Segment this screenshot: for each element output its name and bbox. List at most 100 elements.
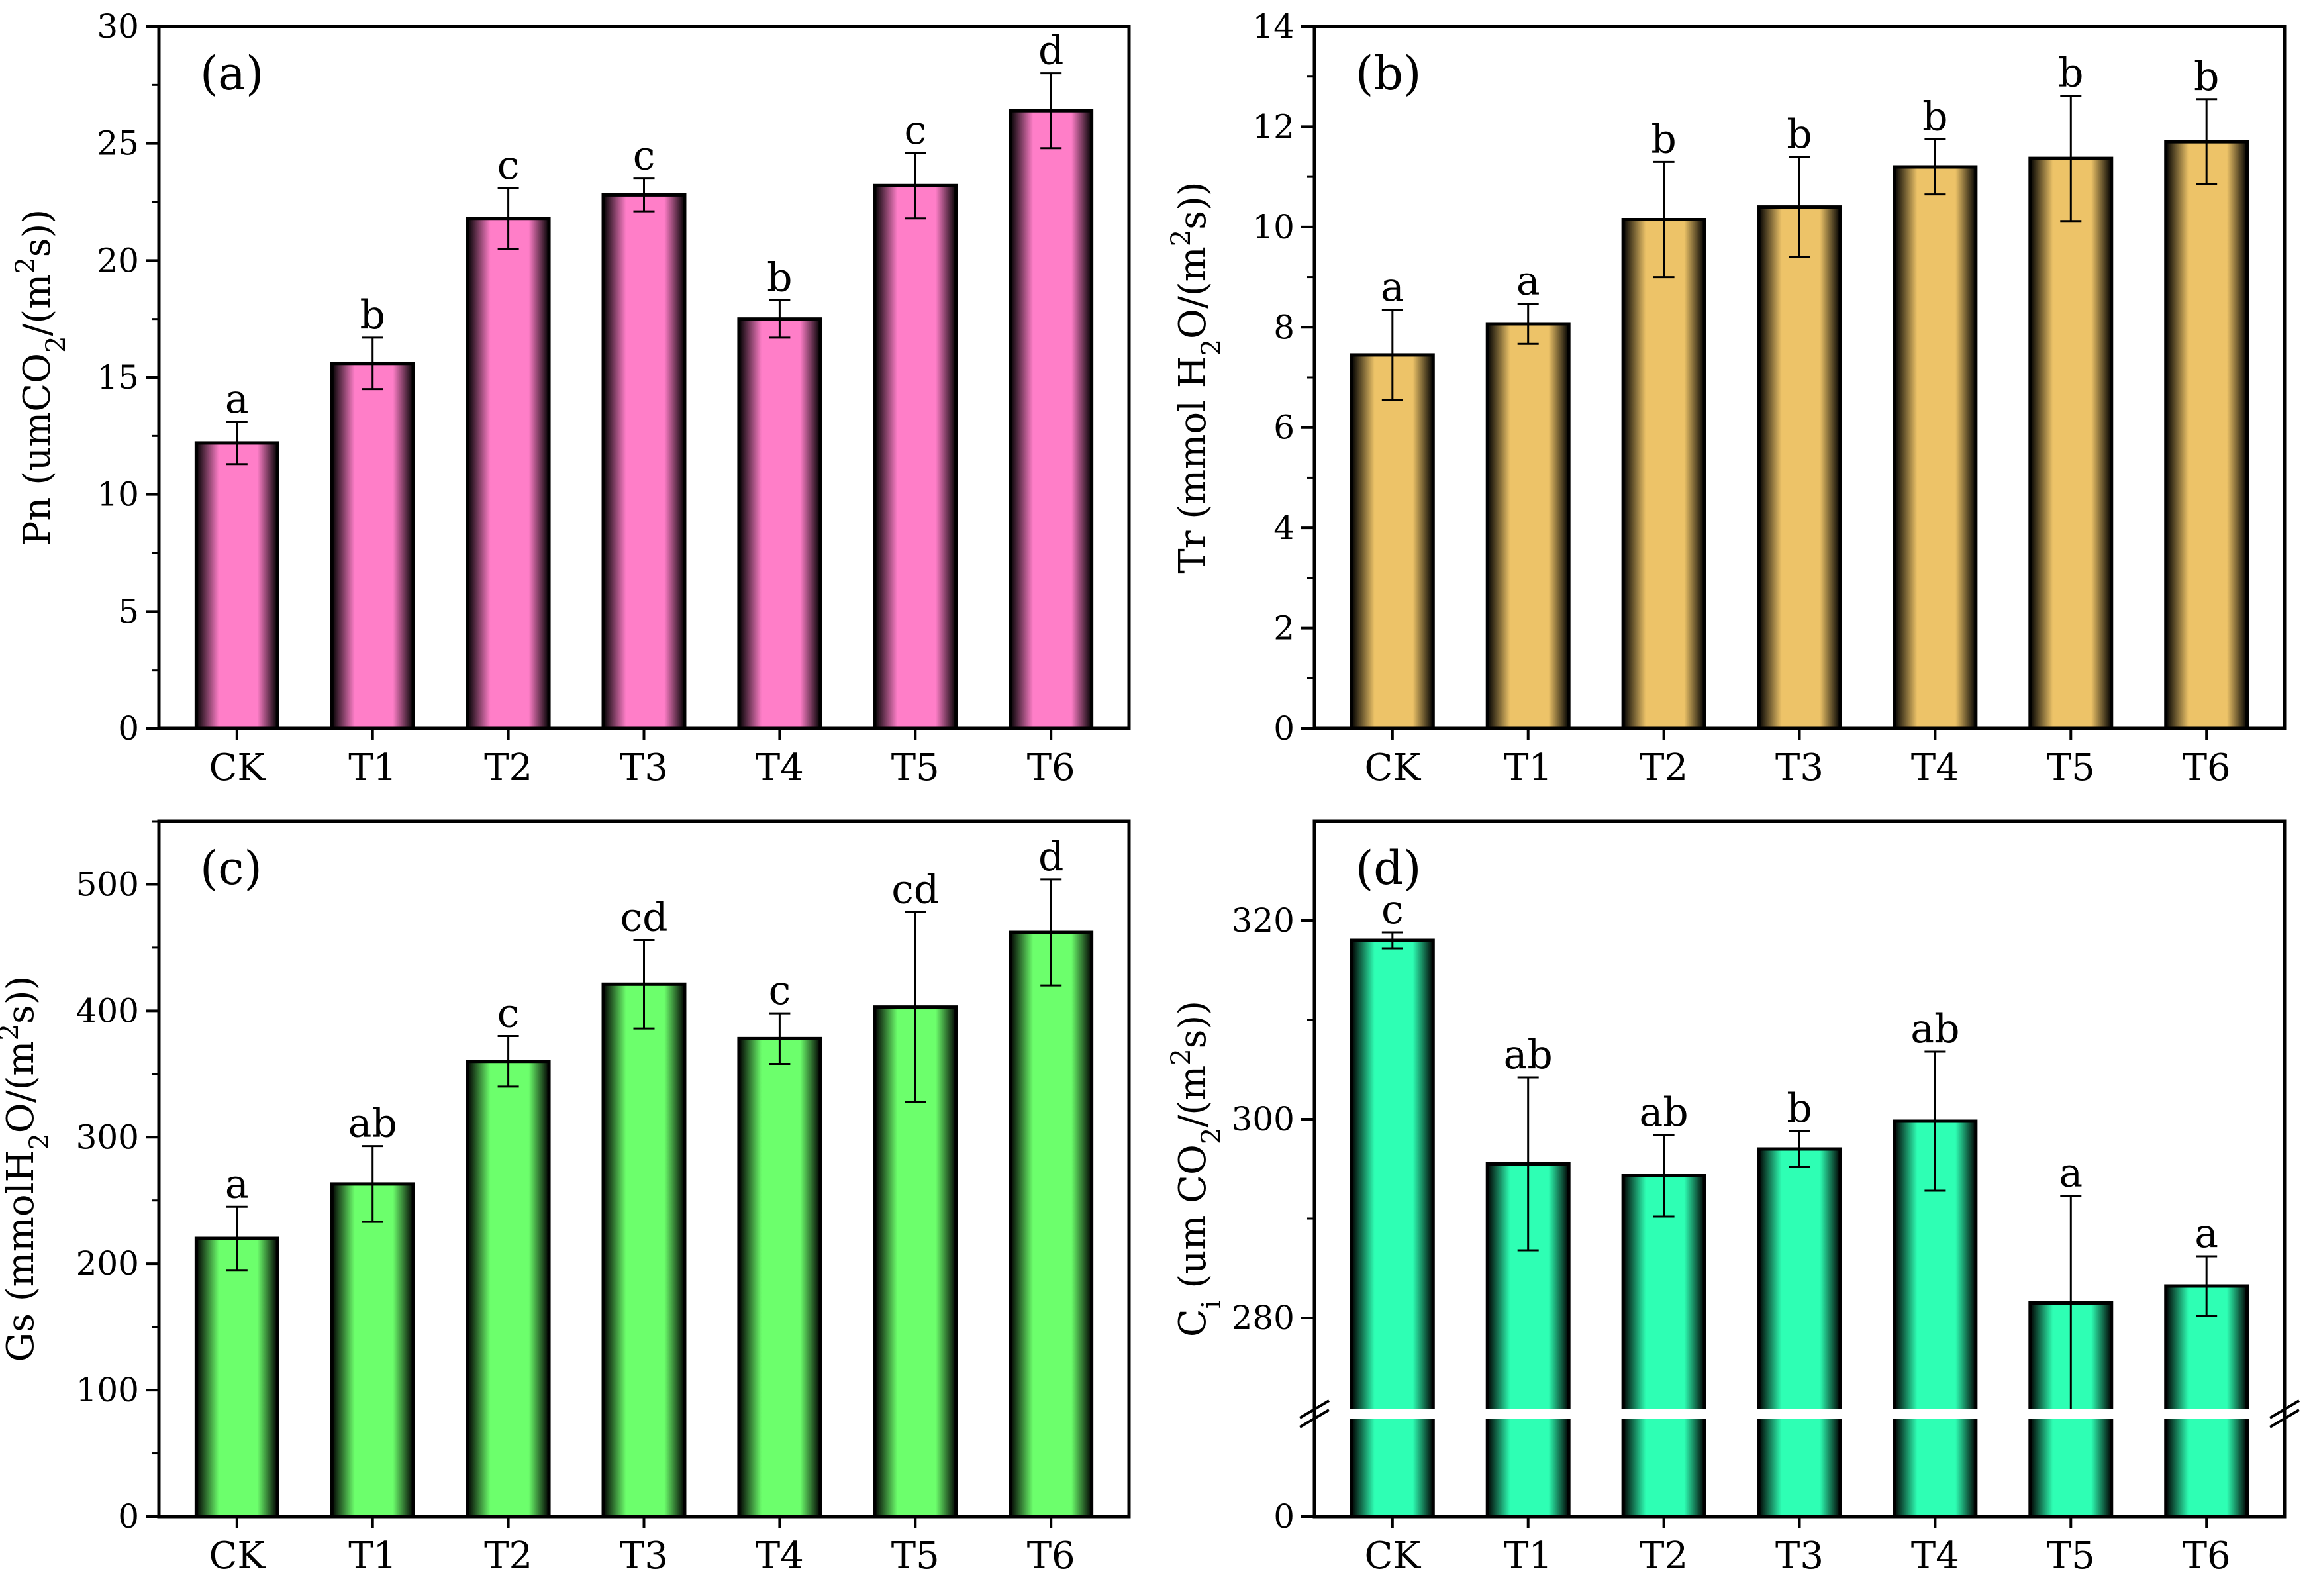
panel-b-bar-t1	[1485, 322, 1571, 730]
panel-a-error-bar-t1	[362, 336, 383, 391]
panel-c-error-bar-t4	[769, 1012, 791, 1066]
panel-a-sig-label-t5: c	[904, 107, 926, 154]
panel-a-bar-t1	[330, 362, 415, 730]
panel-c-error-bar-t3	[633, 938, 655, 1030]
panel-b-bar-t4	[1893, 165, 1978, 730]
panel-c-sig-label-t2: c	[497, 991, 520, 1037]
panel-a-bar-t4	[737, 317, 822, 730]
panel-b-error-bar-t1	[1517, 303, 1539, 345]
panel-d-error-bar-t6	[2196, 1255, 2218, 1317]
panel-b-sig-label-ck: a	[1381, 264, 1404, 311]
panel-b-y-tick-label: 0	[1273, 709, 1295, 748]
panel-c-y-tick-label: 400	[76, 991, 139, 1030]
panel-c-sig-label-t3: cd	[620, 894, 667, 940]
panel-c-bar-t2	[466, 1060, 551, 1519]
panel-a-y-ticks: 0 5 10 15 20 25 30	[97, 7, 159, 748]
panel-b-sig-label-t6: b	[2194, 54, 2219, 100]
panel-d-x-tick-label: T6	[2183, 1534, 2231, 1577]
panel-c-y-title-end: s))	[0, 976, 42, 1024]
panel-a-significance-labels: a b c c b c d	[225, 28, 1063, 423]
panel-a-y-title-sup: 2	[11, 257, 41, 274]
panel-c-error-bar-ck	[226, 1205, 248, 1272]
panel-d-x-tick-label: T4	[1911, 1534, 1959, 1577]
panel-b-y-title-end: s))	[1171, 181, 1214, 229]
panel-a-error-bars	[226, 72, 1062, 466]
panel-d-bar-t6	[2164, 1284, 2249, 1519]
panel-d-y-title-end: /(m	[1171, 1066, 1214, 1128]
panel-c-y-tick-label: 0	[118, 1497, 139, 1536]
panel-d-y-tick-label: 0	[1273, 1497, 1295, 1536]
panel-d-y-title-main: C	[1171, 1309, 1214, 1337]
panel-a-x-tick-label: T1	[348, 746, 397, 789]
panel-d-error-bar-t1	[1517, 1076, 1539, 1252]
panel-d-x-tick-label: T2	[1640, 1534, 1688, 1577]
panel-a-x-tick-label: T4	[756, 746, 804, 789]
panel-a-y-title-mid: /(m	[16, 274, 59, 336]
panel-a-error-bar-t3	[633, 177, 655, 213]
panel-c-y-tick-label: 200	[76, 1244, 139, 1283]
panel-d-y-title-sup: 2	[1166, 1048, 1197, 1065]
panel-a-y-tick-label: 15	[97, 358, 139, 397]
panel-c-error-bar-t6	[1040, 878, 1062, 987]
panel-b-bar-t6	[2164, 140, 2249, 730]
panel-a-error-bar-t4	[769, 299, 791, 339]
panel-b-chart: a a b b b b b 0 2 4 6 8 10 12 14 CK T1 T2 T3 T4 T5 T6 (b) T…	[1166, 7, 2287, 789]
panel-b-frame	[1312, 25, 2287, 730]
panel-a-x-tick-label: T5	[891, 746, 940, 789]
panel-a-bar-ck	[194, 441, 279, 730]
panel-b-y-title-sup: 2	[1166, 230, 1197, 246]
panel-d-error-bar-ck	[1381, 931, 1403, 950]
panel-d-y-title-end2: s))	[1171, 1001, 1214, 1048]
panel-a-y-tick-label: 25	[97, 125, 139, 163]
panel-a-y-tick-label: 20	[97, 241, 139, 279]
panel-c-sig-label-t5: cd	[891, 866, 939, 913]
panel-a-x-tick-label: T6	[1027, 746, 1075, 789]
panel-b-x-tick-label: T5	[2047, 746, 2095, 789]
panel-b-y-tick-label: 4	[1273, 509, 1295, 547]
panel-d-bars	[1350, 938, 2249, 1519]
panel-c-error-bars	[226, 878, 1062, 1272]
panel-a-bar-t3	[601, 193, 687, 730]
panel-b-x-tick-label: T1	[1504, 746, 1552, 789]
panel-b-y-axis-title: Tr (mmol H2O/(m2s))	[1166, 181, 1227, 573]
panel-a-bar-t2	[466, 217, 551, 730]
panel-a-error-bar-t5	[905, 152, 926, 220]
panel-b-x-tick-label: CK	[1364, 746, 1421, 789]
panel-a-error-bar-t6	[1040, 72, 1062, 150]
panel-d-sig-label-t1: ab	[1504, 1032, 1553, 1078]
panel-c-error-bar-t5	[905, 911, 926, 1103]
panel-d-significance-labels: c ab ab b ab a a	[1381, 887, 2218, 1257]
panel-b-y-tick-label: 10	[1252, 208, 1295, 246]
panel-c-y-title-mid: O/(m	[0, 1040, 42, 1133]
panel-d-x-tick-label: CK	[1364, 1534, 1421, 1577]
panel-a-label: (a)	[200, 46, 264, 101]
panel-c-y-title-sup: 2	[0, 1024, 25, 1040]
panel-b-sig-label-t5: b	[2058, 50, 2083, 96]
panel-c-bar-t4	[737, 1036, 822, 1519]
panel-c-sig-label-t4: c	[769, 968, 791, 1014]
panel-b-error-bar-t6	[2196, 98, 2218, 185]
panel-b-bar-t5	[2028, 156, 2114, 730]
panel-c-y-tick-label: 300	[76, 1118, 139, 1156]
panel-a-bar-t5	[873, 183, 958, 730]
panel-b-bar-t2	[1621, 218, 1706, 730]
panel-a-y-title-end: s))	[16, 209, 59, 257]
panel-b-bar-t3	[1757, 205, 1842, 730]
panel-c-bar-t1	[330, 1182, 415, 1519]
panel-c-y-axis-title: Gs (mmolH2O/(m2s))	[0, 976, 55, 1362]
panel-d-x-ticks: CK T1 T2 T3 T4 T5 T6	[1364, 1517, 2231, 1577]
panel-c-sig-label-ck: a	[225, 1161, 249, 1207]
panel-d-x-tick-label: T1	[1504, 1534, 1552, 1577]
panel-c-x-tick-label: T4	[756, 1534, 804, 1577]
panel-d-axis-break	[1299, 1399, 2300, 1428]
panel-a-frame	[157, 25, 1131, 730]
panel-b-sig-label-t2: b	[1651, 116, 1676, 162]
panel-a-x-tick-label: T3	[620, 746, 668, 789]
panel-d-y-title-mid: (um CO	[1171, 1144, 1214, 1300]
panel-d-error-bar-t4	[1924, 1050, 1946, 1192]
panel-d-bar-t3	[1757, 1147, 1842, 1519]
panel-a-x-tick-label: T2	[484, 746, 532, 789]
panel-c-x-tick-label: T5	[891, 1534, 940, 1577]
panel-a-bar-t6	[1009, 109, 1094, 730]
panel-d-y-tick-label: 280	[1232, 1299, 1295, 1337]
